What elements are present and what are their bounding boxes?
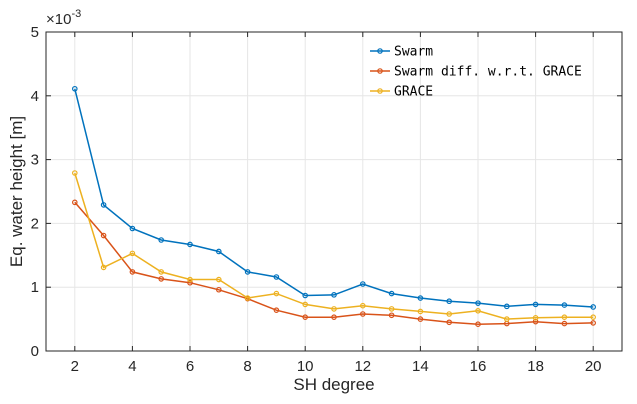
data-point [187,276,193,283]
legend-marker [377,88,383,94]
y-tick-label: 0 [31,343,39,360]
data-point [331,306,337,312]
data-point [129,250,136,257]
y-tick-label: 5 [31,24,39,41]
grid [46,31,622,352]
data-point [388,290,395,297]
data-point [302,314,309,320]
data-point [532,315,539,321]
legend-label: GRACE [394,85,433,100]
legend-marker [377,68,383,74]
data-point [417,316,424,322]
data-point [590,304,597,310]
data-point [388,312,395,319]
series-line [74,172,594,320]
series-line [74,201,594,325]
y-tick-label: 2 [31,215,39,232]
data-point [561,320,568,327]
series-1 [72,85,597,310]
data-point [590,320,597,326]
x-tick-label: 16 [470,358,487,375]
data-point [475,308,481,314]
series-3 [72,170,597,322]
data-point [503,303,510,310]
data-point [129,269,136,275]
data-point [273,274,280,280]
x-tick-label: 18 [527,358,544,375]
x-axis-label: SH degree [293,375,374,394]
data-point [100,232,107,239]
data-point [72,199,78,206]
data-point [216,248,222,255]
data-point [72,85,78,92]
y-axis-label: Eq. water height [m] [7,116,26,267]
data-point [158,269,165,275]
data-point [302,301,309,308]
y-tick-label: 1 [31,279,39,296]
data-point [302,292,309,299]
x-tick-label: 6 [186,358,194,375]
y-tick-label: 3 [31,152,39,169]
data-point [129,225,136,232]
data-point [273,290,280,297]
data-point [244,295,251,301]
x-tick-label: 12 [354,358,371,375]
data-point [417,308,424,315]
data-point [72,170,78,176]
x-tick-label: 2 [71,358,79,375]
data-point [561,302,568,308]
data-point [359,281,366,287]
x-tick-label: 8 [243,358,251,375]
data-point [158,237,165,243]
data-point [475,300,481,306]
data-point [388,306,395,312]
data-point [590,314,597,320]
data-point [187,279,193,286]
legend: Swarm Swarm diff. w.r.t. GRACE GRACE [370,45,582,100]
legend-item: Swarm diff. w.r.t. GRACE [370,65,582,80]
data-point [187,241,193,248]
series-line [74,88,594,308]
series-2 [72,199,597,328]
x-tick-label: 14 [412,358,429,375]
x-tick-label: 10 [297,358,314,375]
data-point [331,292,337,298]
data-point [359,302,366,309]
data-point [158,276,165,282]
data-point [216,286,222,293]
legend-item: Swarm [370,45,433,60]
data-point [216,276,222,283]
data-point [273,307,280,313]
series-layer [72,85,597,328]
data-point [359,311,366,317]
legend-label: Swarm diff. w.r.t. GRACE [394,65,582,80]
legend-marker [377,48,383,54]
data-point [561,314,568,320]
data-point [244,269,251,275]
x-tick-label: 4 [128,358,136,375]
data-point [503,316,510,322]
y-exponent-base: ×10 [46,11,71,28]
data-point [446,311,453,317]
y-tick-label: 4 [31,88,39,105]
data-point [446,298,453,305]
y-axis-exponent: ×10-3 [46,8,81,28]
data-point [475,321,481,328]
data-point [100,264,107,271]
plot-area-frame [45,31,623,352]
data-point [331,314,337,320]
data-point [100,202,107,208]
data-point [417,295,424,301]
x-tick-label: 20 [585,358,602,375]
y-exponent-power: -3 [71,8,81,20]
data-point [446,319,453,326]
data-point [532,301,539,308]
legend-item: GRACE [370,85,433,100]
legend-label: Swarm [394,45,433,60]
